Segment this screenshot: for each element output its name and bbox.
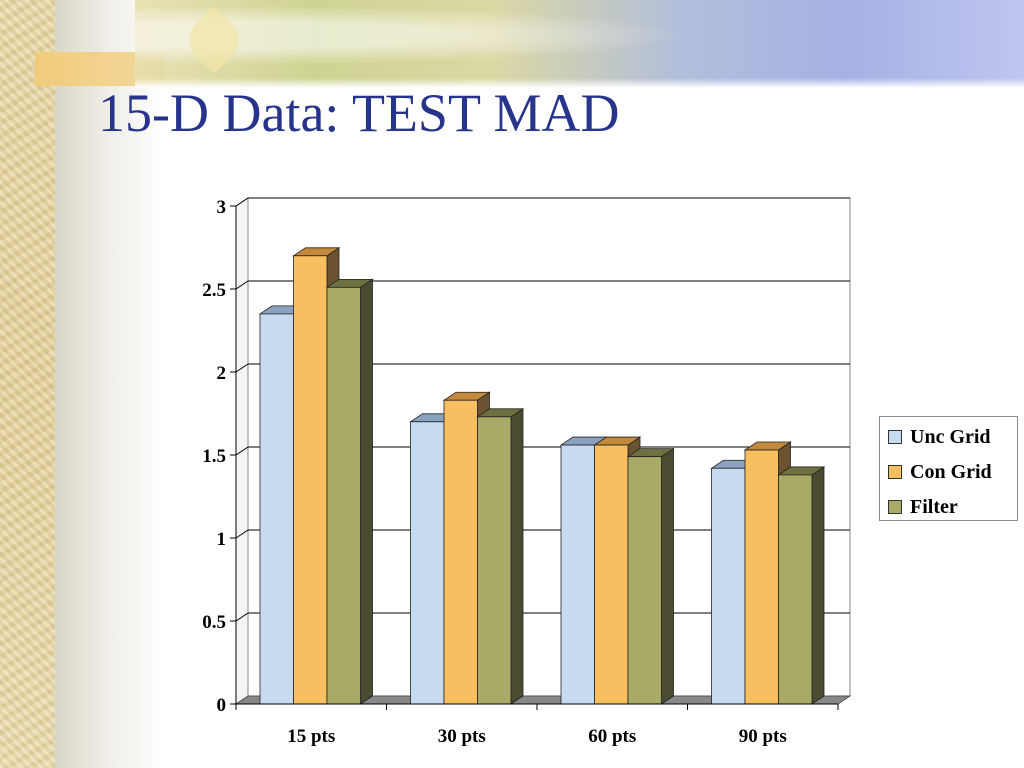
- bar-filter-2: [626, 447, 675, 705]
- gridline-diag: [235, 612, 249, 622]
- bar-front-filter-0: [326, 286, 361, 705]
- bar-front-filter-3: [778, 474, 813, 705]
- top-decor-fade: [135, 78, 1024, 88]
- x-tick-label: 90 pts: [739, 726, 787, 747]
- bar-front-con-grid-1: [443, 399, 478, 705]
- x-tick-label: 30 pts: [438, 726, 486, 747]
- bar-side-filter-0: [360, 278, 373, 705]
- slide-title: 15-D Data: TEST MAD: [98, 83, 620, 143]
- bar-side-filter-2: [661, 447, 674, 705]
- bar-filter-0: [325, 278, 374, 705]
- legend-swatch-con-grid: [888, 465, 902, 479]
- gridline-diag: [235, 529, 249, 539]
- y-tick-label: 0.5: [202, 612, 226, 633]
- left-decor-strip: [0, 0, 55, 768]
- bar-front-unc-grid-3: [711, 467, 746, 705]
- bar-side-filter-3: [811, 466, 825, 705]
- legend-label-unc-grid: Unc Grid: [910, 425, 991, 448]
- bar-front-filter-2: [627, 456, 662, 705]
- x-tick-label: 15 pts: [287, 726, 335, 747]
- bar-front-unc-grid-2: [560, 444, 595, 705]
- gridline-diag: [235, 446, 249, 456]
- y-tick-label: 0: [217, 695, 227, 716]
- bar-front-unc-grid-1: [410, 421, 445, 705]
- legend-item-unc-grid: Unc Grid: [888, 425, 991, 449]
- gridline-diag: [235, 197, 249, 207]
- bar-front-unc-grid-0: [259, 313, 294, 705]
- chart-bars: [258, 247, 826, 705]
- gridline-diag: [235, 280, 249, 290]
- y-tick-label: 1: [217, 529, 227, 550]
- bar-front-con-grid-2: [594, 444, 629, 705]
- bar-filter-1: [476, 408, 525, 705]
- chart-axes: 0 0.5 1 1.5 2 2.5 3 15 pts 30 pts 60 pts 90 pts: [202, 197, 839, 747]
- bar-side-filter-1: [510, 408, 524, 705]
- bar-front-con-grid-0: [293, 255, 328, 705]
- x-tick-label: 60 pts: [588, 726, 636, 747]
- legend-item-con-grid: Con Grid: [888, 460, 992, 484]
- legend-label-filter: Filter: [910, 495, 958, 518]
- left-decor-fade: [55, 0, 165, 768]
- legend-label-con-grid: Con Grid: [910, 460, 992, 483]
- y-tick-label: 3: [217, 197, 227, 218]
- y-tick-label: 2: [217, 363, 227, 384]
- bar-front-filter-1: [477, 416, 512, 705]
- y-tick-label: 2.5: [202, 280, 226, 301]
- gridline-diag: [235, 363, 249, 373]
- y-tick-label: 1.5: [202, 446, 226, 467]
- bar-unc-grid-3: [710, 459, 759, 705]
- legend-item-filter: Filter: [888, 495, 958, 519]
- top-decor-band: [135, 0, 1024, 88]
- chart-legend: Unc Grid Con Grid Filter: [879, 416, 1018, 521]
- bar-front-con-grid-3: [744, 449, 779, 705]
- bar-filter-3: [777, 466, 826, 705]
- legend-swatch-unc-grid: [888, 430, 902, 444]
- legend-swatch-filter: [888, 500, 902, 514]
